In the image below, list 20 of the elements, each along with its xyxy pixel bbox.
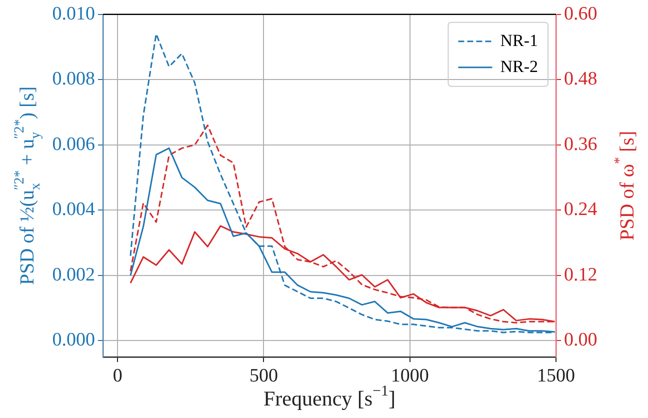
y2-axis-title: PSD of ω* [s] [612,130,638,241]
y-tick-label: 0.002 [52,264,95,286]
y-tick-label: 0.000 [52,330,95,351]
y-tick-label: 0.006 [52,134,95,155]
y2-tick-label: 0.00 [564,330,598,351]
y-tick-label: 0.008 [52,68,95,90]
x-tick-label: 500 [249,365,278,386]
y-tick-label: 0.004 [52,199,96,220]
x-tick-label: 0 [112,365,122,386]
y-tick-label: 0.010 [52,3,95,24]
x-tick-label: 1500 [537,365,575,386]
y-axis-title: PSD of ½(ux″2* + uy″2*) [s] [12,86,44,286]
legend-label: NR-2 [500,56,538,76]
y2-tick-label: 0.36 [564,134,598,155]
y2-tick-label: 0.60 [564,3,598,24]
y2-tick-label: 0.12 [564,264,598,286]
y2-tick-label: 0.24 [564,199,598,220]
legend-label: NR-1 [500,30,538,50]
y2-tick-label: 0.48 [564,68,598,90]
x-tick-label: 1000 [390,365,429,386]
